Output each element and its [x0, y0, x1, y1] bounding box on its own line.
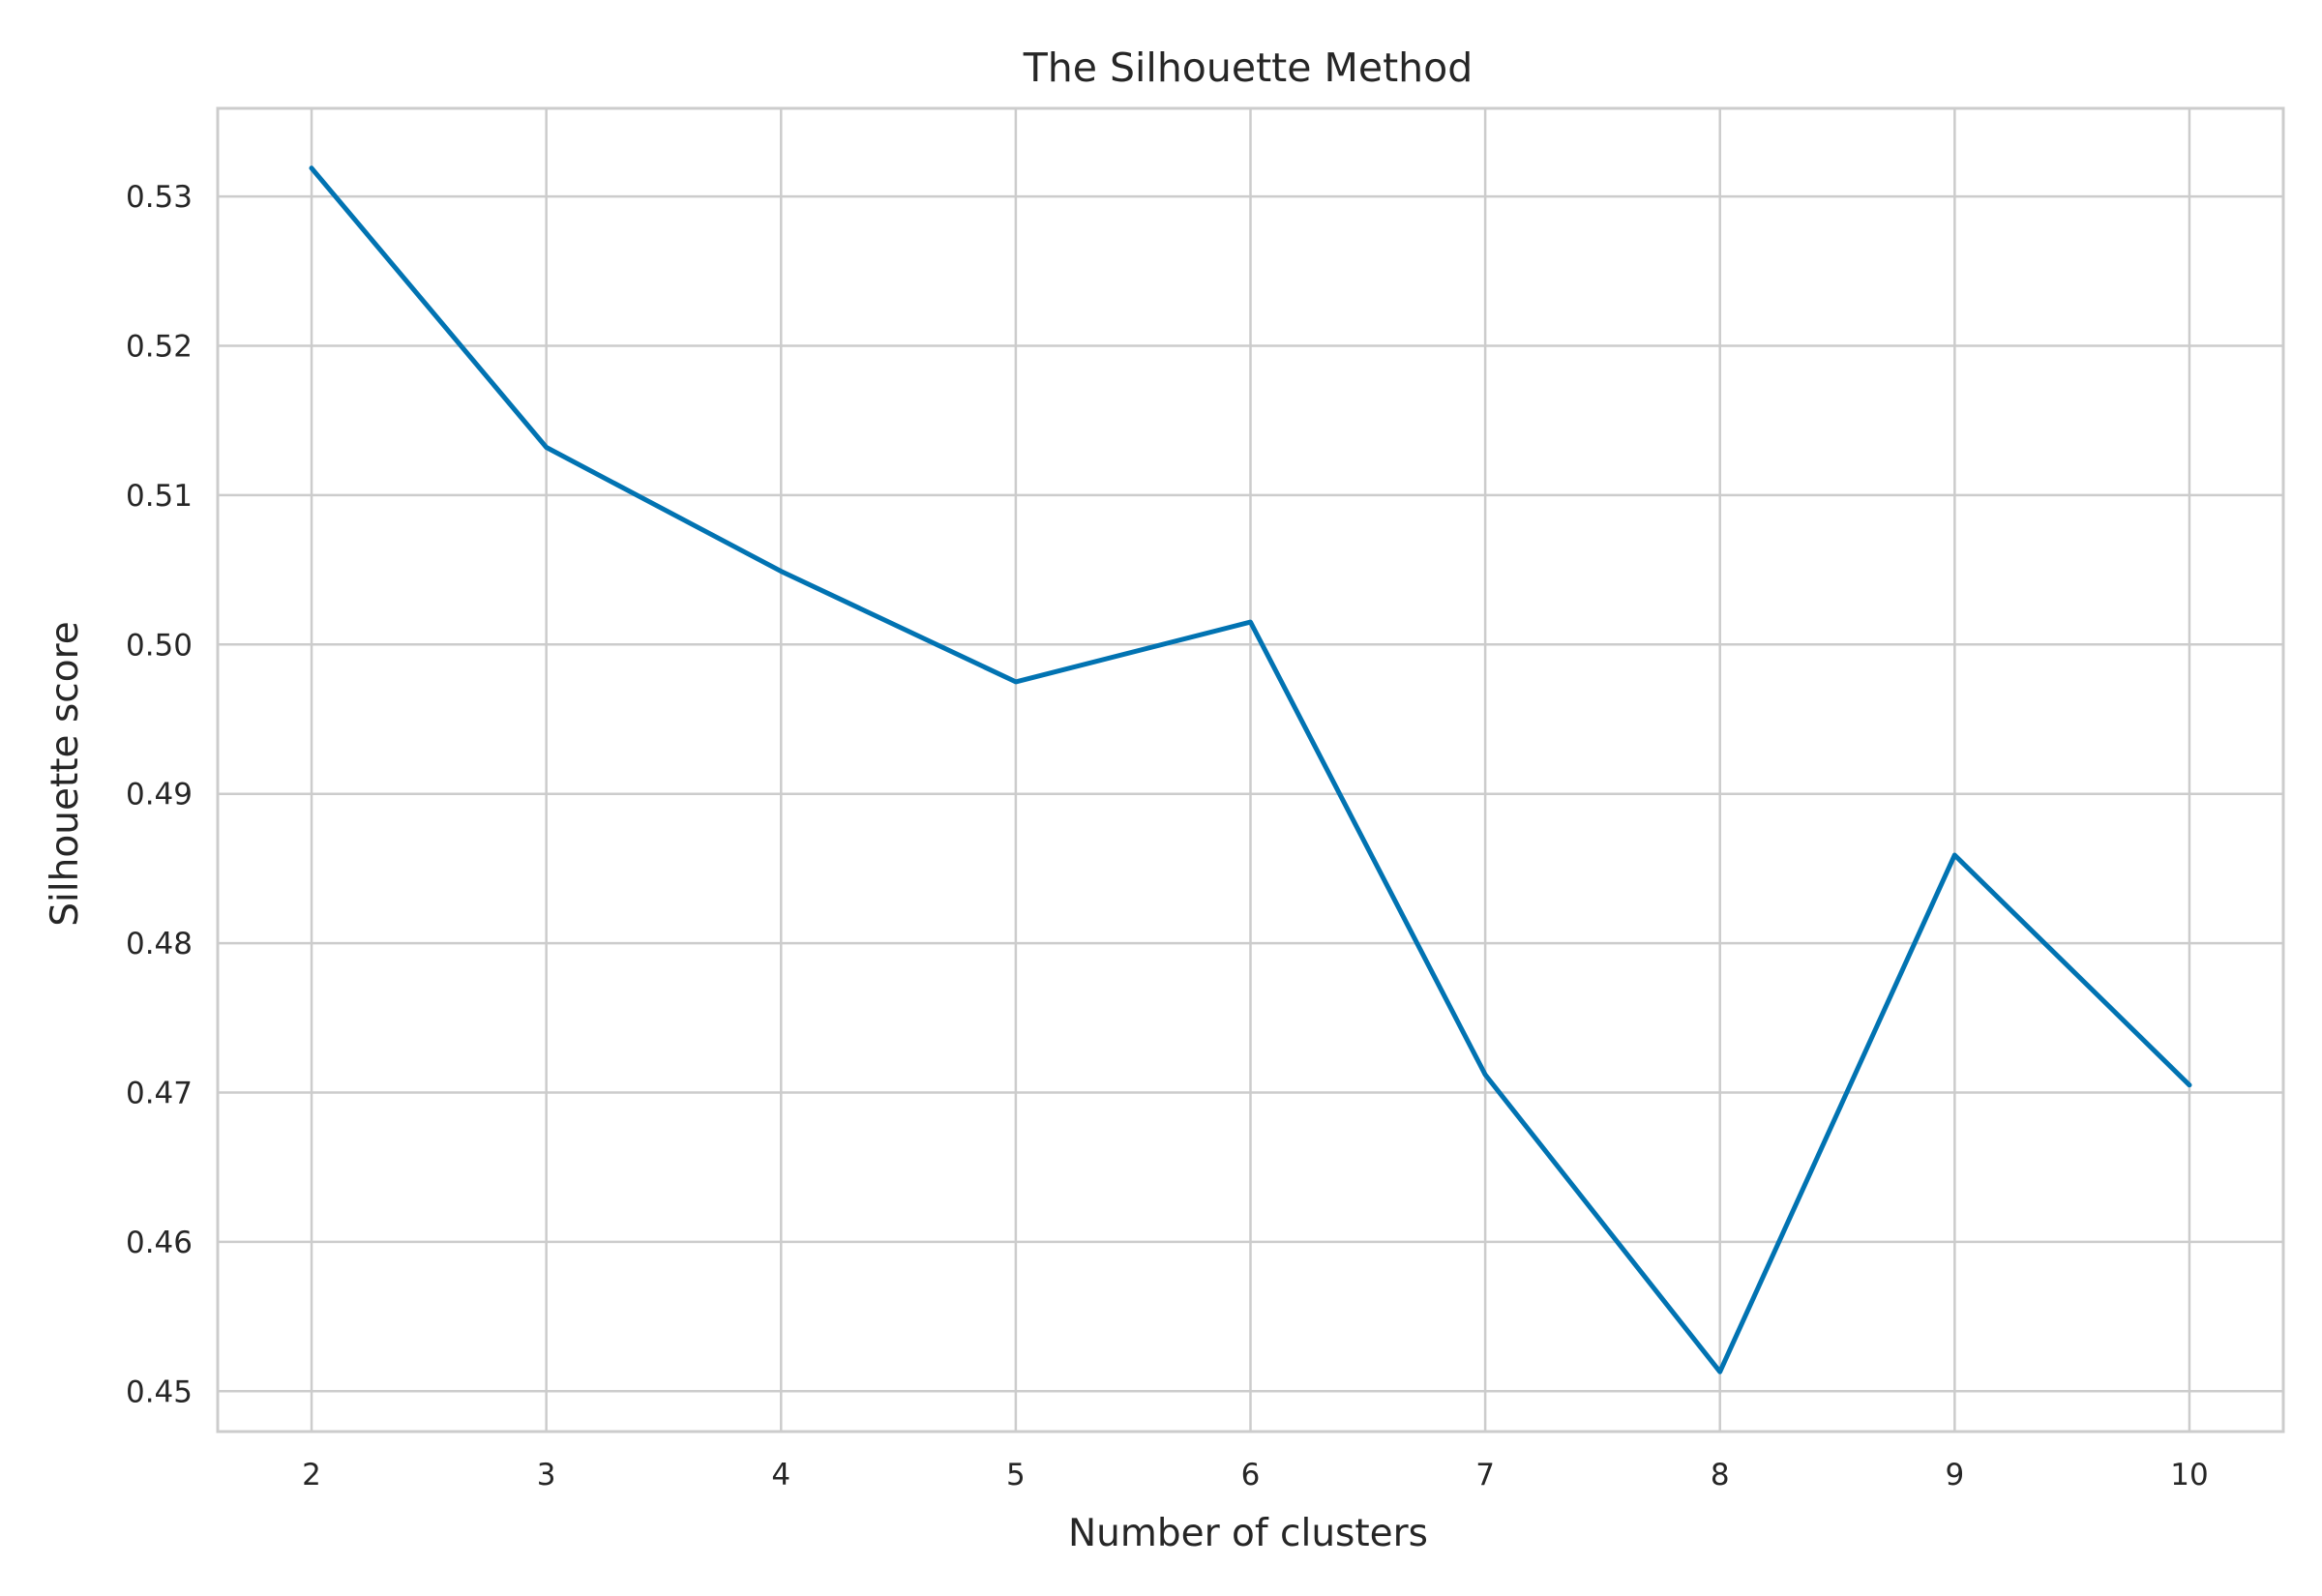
y-tick-label: 0.49 — [126, 778, 193, 813]
y-tick-label: 0.47 — [126, 1077, 193, 1111]
y-tick-label: 0.51 — [126, 479, 193, 514]
x-axis-label: Number of clusters — [1068, 1512, 1428, 1555]
y-tick-label: 0.53 — [126, 180, 193, 215]
x-tick-label: 4 — [771, 1458, 790, 1493]
y-tick-label: 0.46 — [126, 1226, 193, 1260]
y-tick-label: 0.48 — [126, 927, 193, 961]
x-tick-label: 2 — [302, 1458, 321, 1493]
x-tick-label: 10 — [2170, 1458, 2208, 1493]
x-tick-label: 8 — [1711, 1458, 1730, 1493]
vertical-gridlines — [310, 108, 2191, 1432]
x-tick-label: 3 — [537, 1458, 556, 1493]
x-tick-labels: 2 3 4 5 6 7 8 9 10 — [302, 1458, 2209, 1493]
x-tick-label: 5 — [1006, 1458, 1026, 1493]
y-tick-labels: 0.45 0.46 0.47 0.48 0.49 0.50 0.51 0.52 0.53 — [126, 180, 193, 1409]
series-line — [309, 165, 2192, 1374]
y-tick-label: 0.50 — [126, 628, 193, 663]
y-tick-label: 0.45 — [126, 1374, 193, 1409]
y-tick-label: 0.52 — [126, 329, 193, 364]
series-layer — [309, 165, 2192, 1374]
x-tick-label: 7 — [1475, 1458, 1495, 1493]
chart-title: The Silhouette Method — [1023, 44, 1474, 91]
y-axis-label: Silhouette score — [44, 621, 87, 927]
x-tick-label: 9 — [1945, 1458, 1964, 1493]
x-tick-label: 6 — [1241, 1458, 1261, 1493]
plot-frame — [216, 106, 2285, 1433]
horizontal-gridlines — [218, 194, 2283, 1393]
